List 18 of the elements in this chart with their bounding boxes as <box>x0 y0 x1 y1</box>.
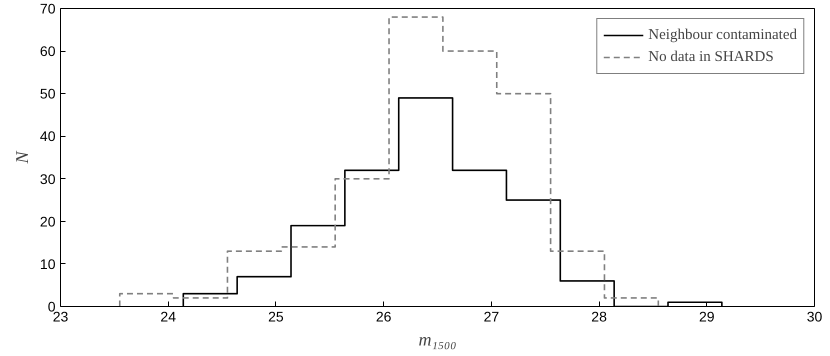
y-tick-label: 20 <box>40 213 56 230</box>
x-tick-label: 24 <box>160 308 176 324</box>
x-tick-label: 26 <box>376 308 392 324</box>
x-axis-title: m₁₅₀₀ <box>418 330 457 350</box>
y-axis-title: N <box>12 150 32 165</box>
y-tick-label: 60 <box>40 43 56 60</box>
x-tick-label: 29 <box>699 308 715 324</box>
x-tick-label: 28 <box>591 308 608 324</box>
x-tick-label: 27 <box>484 308 500 324</box>
legend-label: No data in SHARDS <box>648 48 774 66</box>
y-tick-label: 10 <box>40 256 56 272</box>
y-tick-label: 50 <box>40 86 56 102</box>
x-tick-label: 30 <box>806 308 822 324</box>
y-tick-label: 70 <box>40 0 56 16</box>
legend-label: Neighbour contaminated <box>648 26 797 44</box>
y-tick-label: 30 <box>40 170 56 187</box>
x-tick-label: 25 <box>268 308 284 324</box>
y-tick-label: 40 <box>40 128 56 144</box>
